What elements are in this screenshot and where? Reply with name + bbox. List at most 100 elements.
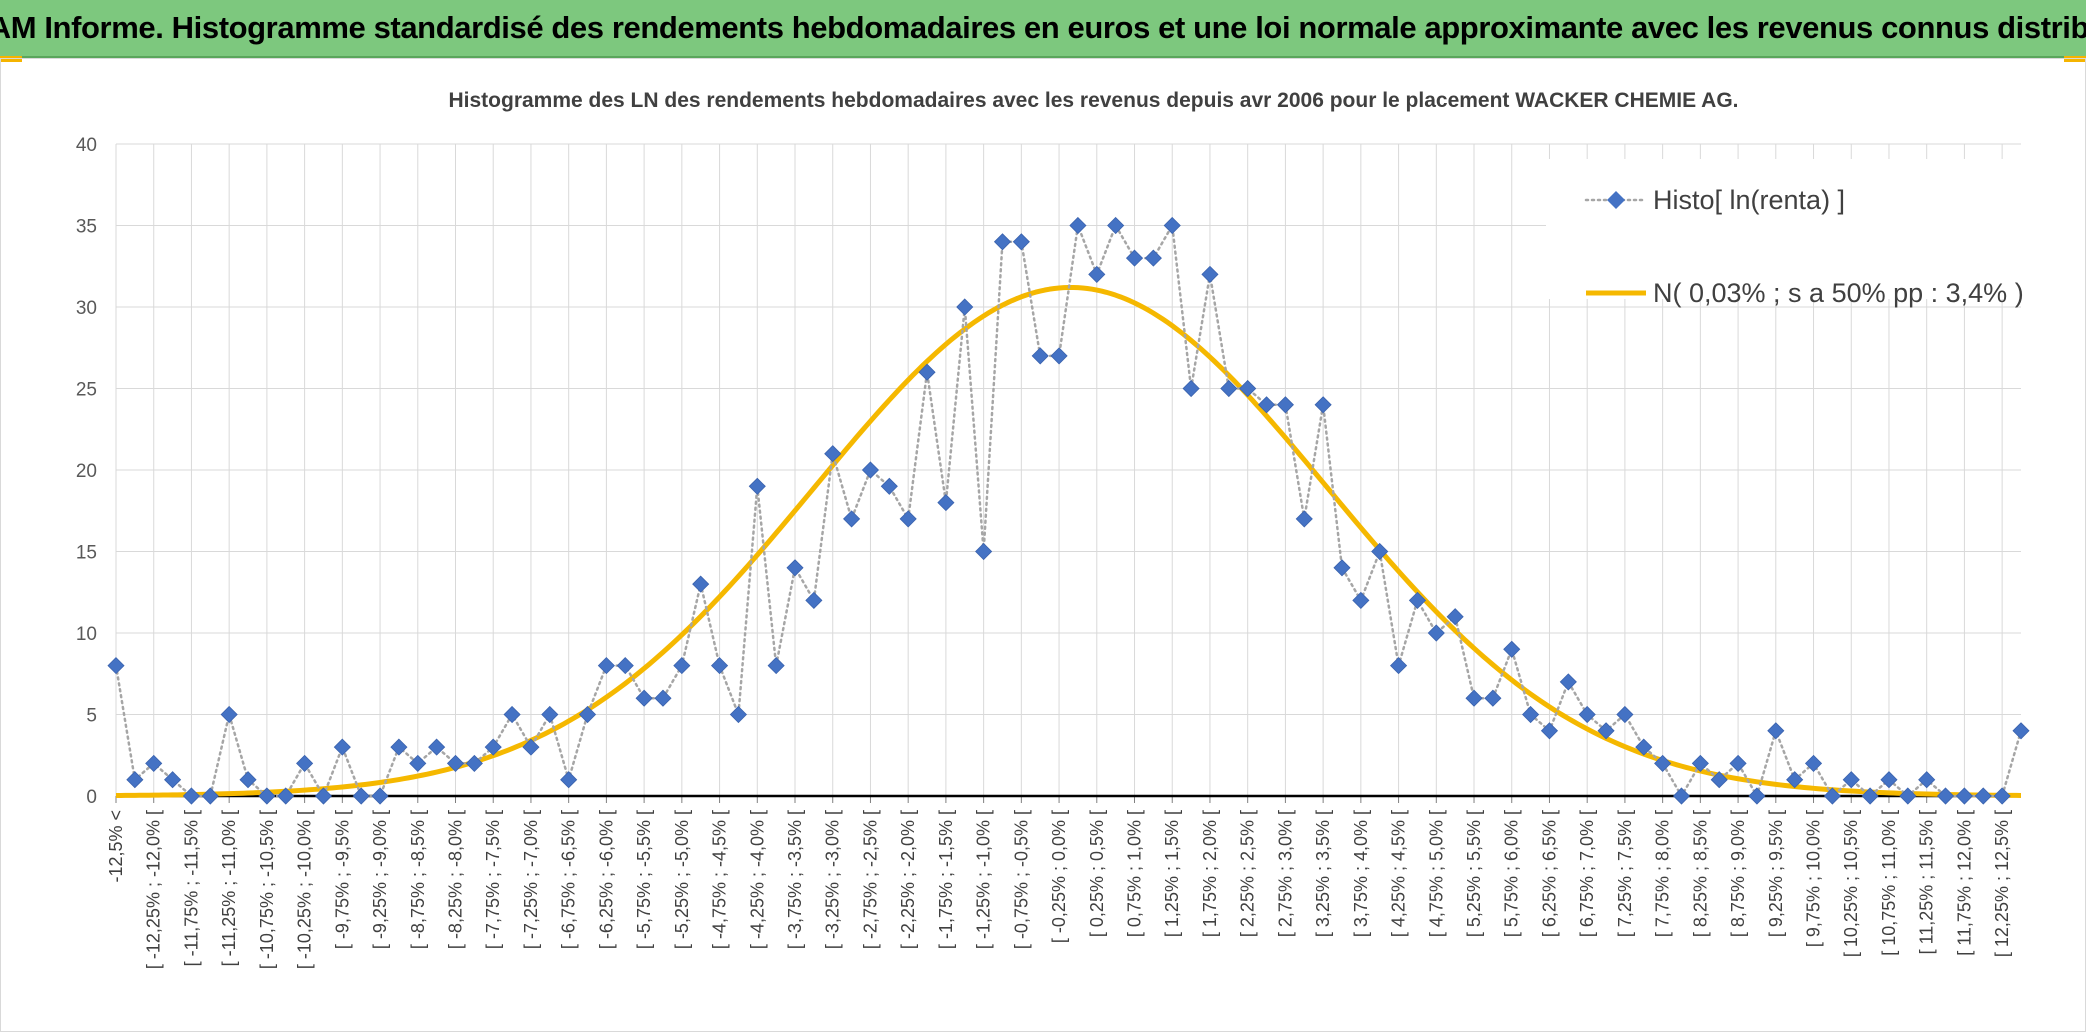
histo-data-point <box>1899 787 1917 805</box>
histo-data-point <box>1031 347 1049 365</box>
x-tick-label: [ 3,25% ; 3,5% [ <box>1313 810 1333 937</box>
x-tick-label: [ -6,75% ; -6,5% [ <box>559 810 579 949</box>
histo-data-point <box>1880 771 1898 789</box>
x-tick-label: [ -10,25% ; -10,0% [ <box>295 810 315 969</box>
histo-data-point <box>541 705 559 724</box>
histo-data-point <box>1069 216 1087 235</box>
x-tick-label: [ 4,75% ; 5,0% [ <box>1426 810 1446 937</box>
histo-data-point <box>409 754 427 772</box>
x-tick-label: [ -6,25% ; -6,0% [ <box>596 810 616 949</box>
x-tick-label: [ 1,25% ; 1,5% [ <box>1162 810 1182 937</box>
y-tick-label: 40 <box>76 135 97 156</box>
histo-data-point <box>1578 705 1596 724</box>
x-tick-label: -12,5% < <box>106 810 126 883</box>
histo-data-point <box>673 657 691 675</box>
histo-data-point <box>484 738 502 756</box>
x-tick-label: [ -8,25% ; -8,0% [ <box>446 810 466 949</box>
histo-data-point <box>635 689 653 707</box>
x-tick-label: [ 8,75% ; 9,0% [ <box>1728 810 1748 937</box>
histo-data-point <box>1484 689 1502 707</box>
x-tick-label: [ 0,25% ; 0,5% [ <box>1087 810 1107 937</box>
banner-corner-left <box>0 56 22 62</box>
histo-data-point <box>1050 347 1068 365</box>
x-tick-label: [ 1,75% ; 2,0% [ <box>1200 810 1220 937</box>
histo-data-point <box>352 787 370 805</box>
x-tick-label: [ -11,75% ; -11,5% [ <box>181 810 201 966</box>
x-tick-label: [ 7,75% ; 8,0% [ <box>1653 810 1673 937</box>
chart-title: Histogramme des LN des rendements hebdom… <box>449 89 1739 112</box>
histo-data-point <box>428 738 446 756</box>
histo-data-point <box>1823 787 1841 805</box>
x-tick-label: [ 4,25% ; 4,5% [ <box>1389 810 1409 937</box>
histo-data-point <box>578 705 597 724</box>
histogram-chart: Histogramme des LN des rendements hebdom… <box>76 89 2030 969</box>
x-tick-label: [ 5,25% ; 5,5% [ <box>1464 810 1484 937</box>
x-tick-label: [ 11,25% ; 11,5% [ <box>1917 810 1937 954</box>
histo-data-point <box>258 787 276 805</box>
histo-data-point <box>1352 591 1370 609</box>
x-tick-label: [ -7,25% ; -7,0% [ <box>521 810 541 949</box>
histo-data-point <box>1767 722 1785 740</box>
x-tick-label: [ -7,75% ; -7,5% [ <box>483 810 503 949</box>
histo-data-point <box>2012 722 2030 740</box>
x-tick-label: [ -1,25% ; -1,0% [ <box>974 810 994 949</box>
histo-data-point <box>1333 559 1351 577</box>
x-tick-label: [ 10,25% ; 10,5% [ <box>1841 810 1861 957</box>
histo-data-point <box>296 754 314 772</box>
histo-data-point <box>1390 657 1408 675</box>
histo-data-point <box>220 705 238 724</box>
histo-data-point <box>107 657 125 675</box>
x-tick-label: [ -9,25% ; -9,0% [ <box>370 810 390 949</box>
histo-data-point <box>1371 542 1389 561</box>
histo-data-point <box>1729 754 1747 772</box>
histo-data-point <box>1239 379 1257 398</box>
histo-data-point <box>1144 249 1162 267</box>
histo-data-point <box>126 771 144 789</box>
histo-data-point <box>861 461 880 479</box>
x-tick-label: [ -5,25% ; -5,0% [ <box>672 810 692 949</box>
histo-data-point <box>654 689 672 707</box>
x-tick-label: [ 6,25% ; 6,5% [ <box>1539 810 1559 937</box>
y-tick-label: 35 <box>76 217 97 238</box>
histo-data-point <box>560 771 578 789</box>
x-tick-label: [ -5,75% ; -5,5% [ <box>634 810 654 949</box>
histo-data-point <box>465 754 483 772</box>
x-tick-label: [ 9,75% ; 10,0% [ <box>1804 810 1824 947</box>
histo-data-point <box>1654 754 1672 772</box>
histo-data-point <box>786 559 804 577</box>
histo-data-point <box>1597 722 1615 740</box>
histo-data-point <box>843 510 861 528</box>
x-tick-label: [ 8,25% ; 8,5% [ <box>1690 810 1710 937</box>
histo-data-point <box>899 510 917 528</box>
histo-data-point <box>1842 771 1860 789</box>
y-tick-label: 20 <box>76 461 97 482</box>
histo-data-point <box>1182 379 1200 398</box>
x-tick-label: [ -8,75% ; -8,5% [ <box>408 810 428 949</box>
histo-data-point <box>767 657 785 675</box>
histo-data-point <box>692 575 710 593</box>
y-tick-label: 30 <box>76 298 97 319</box>
x-tick-label: [ 9,25% ; 9,5% [ <box>1766 810 1786 937</box>
x-tick-label: [ -2,25% ; -2,0% [ <box>898 810 918 949</box>
histo-data-point <box>277 787 295 805</box>
histo-data-point <box>446 754 465 772</box>
x-tick-label: [ -1,75% ; -1,5% [ <box>936 810 956 949</box>
x-tick-label: [ 0,75% ; 1,0% [ <box>1125 810 1145 937</box>
histo-data-point <box>1201 265 1219 283</box>
histo-data-point <box>1163 216 1181 235</box>
histo-data-point <box>1427 624 1445 642</box>
histo-data-point <box>1918 771 1936 789</box>
histo-data-point <box>522 738 540 756</box>
histo-data-point <box>239 771 257 789</box>
histo-data-point <box>314 787 333 805</box>
histo-data-point <box>1993 787 2011 805</box>
histo-data-point <box>1125 249 1144 267</box>
histo-data-point <box>1408 591 1427 609</box>
x-tick-label: [ -3,75% ; -3,5% [ <box>785 810 805 949</box>
x-tick-label: [ -2,75% ; -2,5% [ <box>860 810 880 949</box>
histo-data-point <box>1861 787 1879 805</box>
histo-data-point <box>1503 640 1521 658</box>
x-tick-label: [ -0,75% ; -0,5% [ <box>1011 810 1031 949</box>
histo-data-point <box>182 787 201 805</box>
report-banner: ADAM Informe. Histogramme standardisé de… <box>0 0 2086 58</box>
